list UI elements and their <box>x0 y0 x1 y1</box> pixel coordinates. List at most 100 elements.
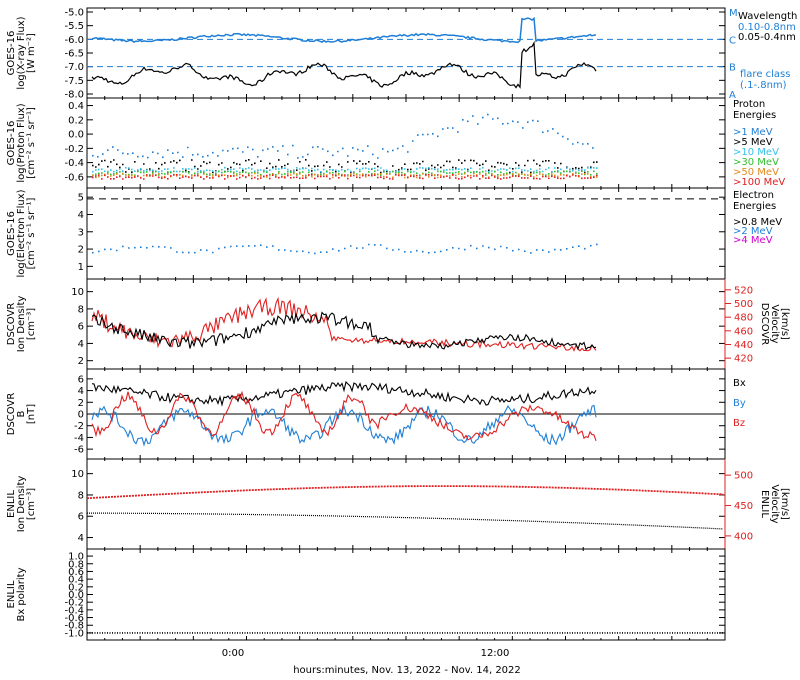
legend-entry: By <box>733 398 746 409</box>
legend-entry: >30 MeV <box>733 157 779 168</box>
y-tick-label: 6 <box>78 322 84 333</box>
enlil-polarity-panel: 1.00.80.60.40.20.0-0.2-0.4-0.6-0.8-1.0 EN… <box>6 548 726 641</box>
flare-class-label: B <box>729 63 736 74</box>
y-axis-label: GOES-16 <box>6 121 17 166</box>
y-tick-label: 0.4 <box>68 575 84 586</box>
y-tick-label: -2 <box>74 421 84 432</box>
series-0.05-0.4nm <box>91 40 597 89</box>
legend-entry: >2 MeV <box>733 226 773 237</box>
legend-entry: 0.05-0.4nm <box>738 32 796 43</box>
y-tick-label: 0.0 <box>68 590 84 601</box>
proton-series <box>92 113 594 159</box>
y-tick-label: 0.2 <box>68 582 84 593</box>
y-tick-label: -7.5 <box>64 76 84 87</box>
legend-title: Energies <box>733 201 776 212</box>
y-tick-label: -4 <box>74 433 84 444</box>
y-tick-label: -5.0 <box>64 8 84 19</box>
y-axis-label: ENLIL <box>6 490 17 518</box>
flare-class-note: flare class <box>740 69 790 80</box>
panel-frame <box>86 187 726 280</box>
y-tick-label: 1 <box>78 262 84 273</box>
y-tick-label-right: 520 <box>734 285 753 296</box>
panel-frame <box>86 278 726 370</box>
y-tick-label: -0.6 <box>64 613 84 624</box>
y-axis-label: [nT] <box>26 404 37 424</box>
y-tick-label: 10 <box>71 287 84 298</box>
legend-title: Energies <box>733 110 776 121</box>
y-tick-label: 0.8 <box>68 559 84 570</box>
y-tick-label: -6.5 <box>64 49 84 60</box>
y-tick-label: 4 <box>78 386 84 397</box>
y-tick-label-right: 460 <box>734 326 753 337</box>
y-tick-label: -0.2 <box>64 144 84 155</box>
legend-title: Proton <box>733 99 765 110</box>
velocity-series <box>86 485 724 500</box>
b-series <box>91 380 597 407</box>
y-tick-label: -0.8 <box>64 621 84 632</box>
y-tick-label: 8 <box>78 304 84 315</box>
y-axis-label-right: Velocity <box>769 304 780 343</box>
y-tick-label: -0.4 <box>64 158 84 169</box>
flare-class-label: A <box>729 90 736 101</box>
y-axis-label: [cm⁻³] <box>26 308 37 340</box>
y-tick-label: -6.0 <box>64 35 84 46</box>
y-axis-label-right: [km/s] <box>779 488 790 520</box>
flare-class-label: M <box>729 8 738 19</box>
y-axis-label-right: [km/s] <box>779 308 790 340</box>
density-series <box>87 512 724 530</box>
y-tick-label: 3 <box>78 227 84 238</box>
proton-series <box>92 166 598 173</box>
y-axis-label-right: Velocity <box>769 484 780 523</box>
y-axis-label: log(Proton Flux) <box>16 103 27 182</box>
y-axis-label: GOES-16 <box>6 31 17 76</box>
b-series <box>91 404 597 447</box>
y-axis-label: log(Electron Flux) <box>16 189 27 277</box>
legend-entry: >100 MeV <box>733 177 785 188</box>
legend-title: Electron <box>733 190 774 201</box>
y-axis-label: DSCOVR <box>6 303 17 346</box>
y-tick-label-right: 440 <box>734 340 753 351</box>
x-axis-label: hours:minutes, Nov. 13, 2022 - Nov. 14, … <box>293 665 521 676</box>
y-axis-label: ENLIL <box>6 580 17 608</box>
y-axis-label-right: DSCOVR <box>759 303 770 346</box>
y-tick-label: 2 <box>78 398 84 409</box>
legend-entry: 0.10-0.8nm <box>738 22 796 33</box>
b-series <box>91 390 597 441</box>
y-tick-label-right: 400 <box>734 531 753 542</box>
y-tick-label: -1.0 <box>64 628 84 639</box>
flare-class-note: (.1-.8nm) <box>740 80 787 91</box>
x-tick-label: 0:00 <box>222 648 244 659</box>
legend-entry: >10 MeV <box>733 147 779 158</box>
y-axis-label: Ion Density <box>16 296 27 353</box>
proton-series <box>92 173 598 180</box>
panel-frame <box>86 458 726 550</box>
y-tick-label: 0 <box>78 410 84 421</box>
y-tick-label: 10 <box>71 469 84 480</box>
y-tick-label: 0.4 <box>68 101 84 112</box>
panel-frame <box>86 548 726 641</box>
electron-series <box>92 243 598 255</box>
y-tick-label: 4 <box>78 210 84 221</box>
y-axis-label: DSCOVR <box>6 393 17 436</box>
y-tick-label-right: 500 <box>734 299 753 310</box>
xray-flux-panel: -5.0 -5.5 -6.0 -6.5 -7.0 -7.5 -8.0 GOES-16 log(X… <box>6 7 797 101</box>
y-axis-label: Bx polarity <box>16 567 27 621</box>
y-axis-label: [W m⁻²] <box>26 33 37 73</box>
legend-title: Wavelength <box>738 11 797 22</box>
y-axis-label: B <box>16 410 27 417</box>
y-axis-label: log(X-ray Flux) <box>16 16 27 89</box>
y-tick-label: 1.0 <box>68 552 84 563</box>
y-axis-label: [cm⁻² s⁻¹ sr⁻¹] <box>26 107 37 179</box>
y-tick-label: 6 <box>78 512 84 523</box>
legend-entry: >5 MeV <box>733 137 773 148</box>
y-axis-label: [cm⁻² s⁻¹ sr⁻¹] <box>26 198 37 270</box>
y-tick-label: -5.5 <box>64 21 84 32</box>
y-tick-label: 2 <box>78 245 84 256</box>
panel-frame <box>86 97 726 189</box>
velocity-series <box>91 296 597 352</box>
y-tick-label: 8 <box>78 490 84 501</box>
legend-entry: >4 MeV <box>733 235 773 246</box>
y-tick-label: 0.2 <box>68 115 84 126</box>
